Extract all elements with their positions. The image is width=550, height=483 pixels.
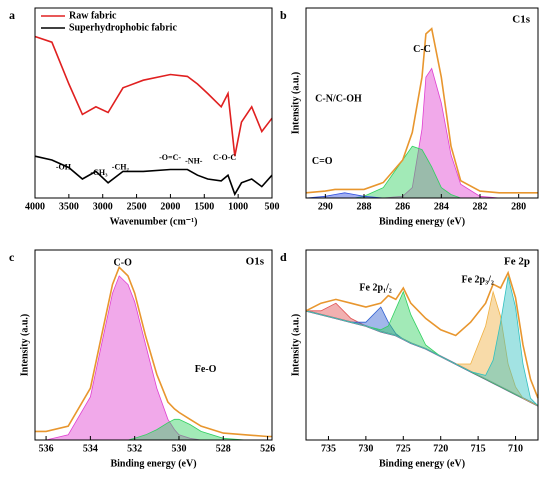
x-axis-label: Binding energy (eV) — [379, 216, 465, 227]
panel-label: d — [280, 250, 287, 264]
annotation: C-N/C-OH — [315, 93, 362, 104]
x-tick-label: 532 — [127, 443, 142, 454]
x-axis-label: Wavenumber (cm⁻¹) — [110, 216, 198, 227]
panel-title: O1s — [246, 256, 265, 268]
plot-frame — [34, 7, 273, 199]
annotation: C-C — [413, 44, 431, 55]
panel-label: a — [9, 8, 15, 22]
x-tick-label: 720 — [433, 443, 448, 454]
y-axis-label: Intensity (a.u.) — [19, 314, 30, 377]
peak-area — [306, 303, 538, 406]
x-tick-label: 730 — [358, 443, 373, 454]
x-tick-label: 530 — [171, 443, 186, 454]
annotation: Fe 2p₃/₂ — [461, 275, 493, 286]
annotation: -CH₃ — [90, 168, 108, 177]
series-line — [305, 27, 538, 194]
x-tick-label: 2000 — [160, 201, 180, 212]
series-line — [34, 35, 273, 157]
series-line — [305, 270, 539, 399]
annotation: Fe 2p₁/₂ — [359, 282, 391, 293]
x-tick-label: 534 — [83, 443, 98, 454]
panel-label: c — [9, 250, 15, 264]
peak-area — [35, 419, 272, 440]
x-tick-label: 526 — [260, 443, 275, 454]
x-tick-label: 282 — [473, 201, 488, 212]
x-tick-label: 288 — [357, 201, 372, 212]
x-tick-label: 500 — [265, 201, 280, 212]
annotation: -NH- — [185, 157, 203, 166]
legend-label: Superhydrophobic fabric — [69, 22, 177, 33]
x-tick-label: 1500 — [194, 201, 214, 212]
peak-area — [35, 275, 272, 440]
x-tick-label: 710 — [508, 443, 523, 454]
panel-title: C1s — [512, 14, 530, 26]
annotation: Fe-O — [195, 364, 217, 375]
x-tick-label: 284 — [434, 201, 449, 212]
x-tick-label: 4000 — [25, 201, 45, 212]
y-axis-label: Intensity (a.u.) — [290, 72, 301, 135]
x-tick-label: 536 — [39, 443, 54, 454]
annotation: -OH — [56, 162, 72, 171]
plot-frame — [305, 7, 539, 199]
series-line — [34, 155, 273, 197]
x-tick-label: 3000 — [93, 201, 113, 212]
legend-label: Raw fabric — [69, 10, 117, 21]
peak-area — [306, 68, 538, 198]
x-axis-label: Binding energy (eV) — [379, 458, 465, 469]
x-tick-label: 735 — [321, 443, 336, 454]
x-tick-label: 280 — [511, 201, 526, 212]
x-tick-label: 528 — [216, 443, 231, 454]
annotation: -CH₂ — [112, 162, 130, 171]
x-tick-label: 715 — [471, 443, 486, 454]
peak-area — [306, 276, 538, 406]
panel-label: b — [280, 8, 287, 22]
annotation: C-O-C — [213, 153, 236, 162]
x-tick-label: 2500 — [127, 201, 147, 212]
panel-title: Fe 2p — [504, 256, 530, 268]
plot-frame — [305, 249, 539, 441]
plot-frame — [34, 249, 273, 441]
x-tick-label: 725 — [396, 443, 411, 454]
peak-area — [306, 291, 538, 406]
peak-area — [306, 146, 538, 198]
x-tick-label: 1000 — [228, 201, 248, 212]
annotation: -O=C- — [159, 153, 181, 162]
series-line — [305, 276, 539, 407]
y-axis-label: Intensity (a.u.) — [290, 314, 301, 377]
x-tick-label: 290 — [318, 201, 333, 212]
x-tick-label: 286 — [395, 201, 410, 212]
annotation: C=O — [312, 156, 333, 167]
series-line — [35, 265, 272, 438]
annotation: C-O — [114, 258, 133, 269]
x-tick-label: 3500 — [59, 201, 79, 212]
x-axis-label: Binding energy (eV) — [110, 458, 196, 469]
